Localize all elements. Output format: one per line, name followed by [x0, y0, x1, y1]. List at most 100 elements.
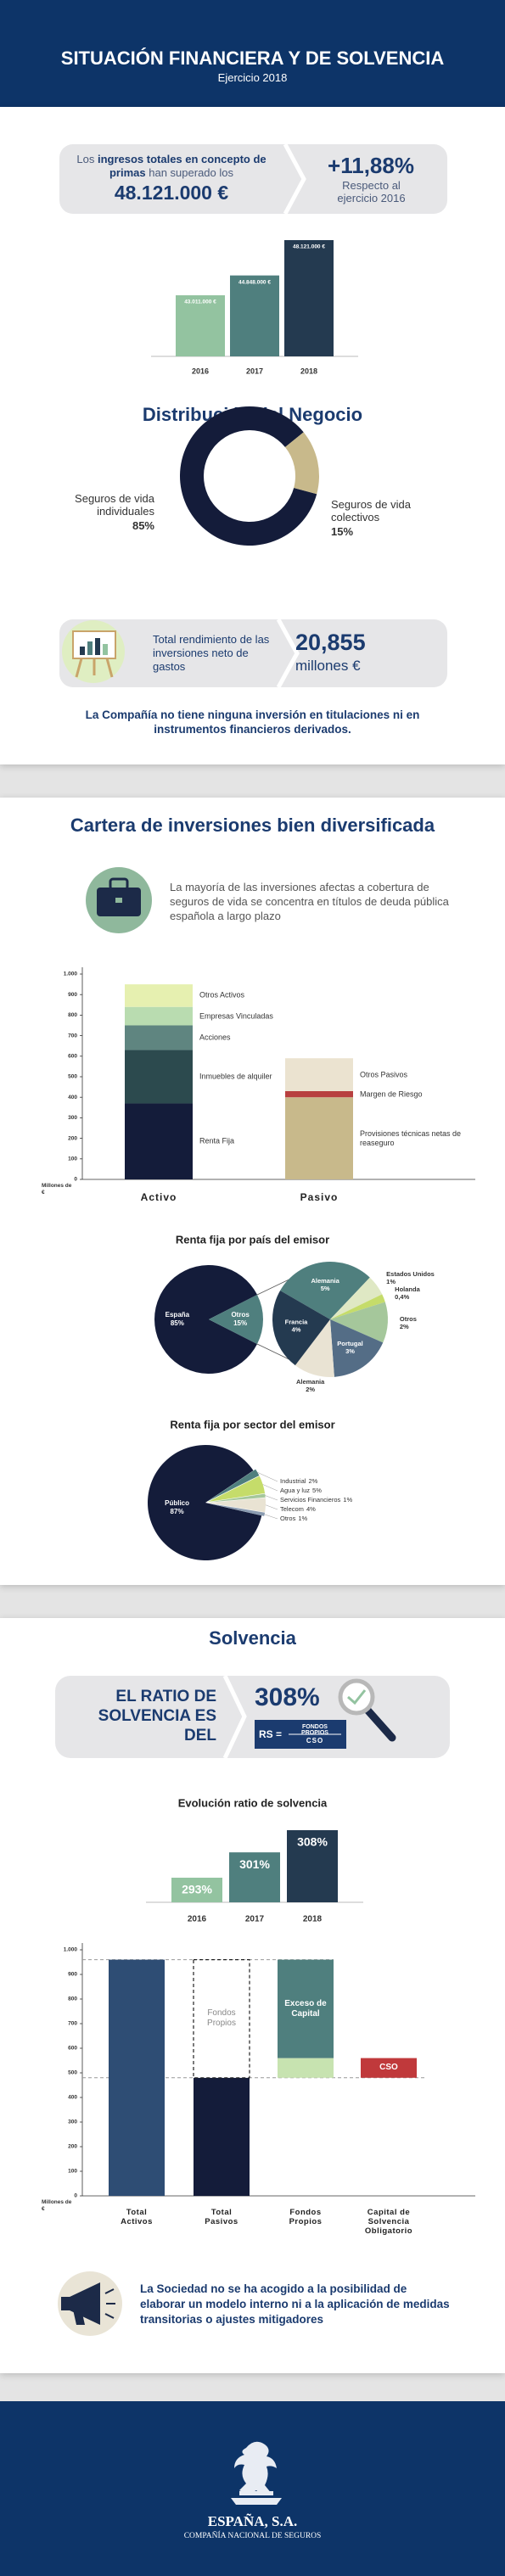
- bar-segment: [193, 1959, 250, 2079]
- leader-line: [265, 1495, 278, 1501]
- value-label: 48.121.000 €: [293, 244, 325, 250]
- section-text: La mayoría de las inversiones afectas a …: [170, 881, 449, 922]
- x-tick-label: Pasivo: [300, 1191, 339, 1203]
- segment-label: Empresas Vinculadas: [199, 1011, 273, 1021]
- pie-value-label: 87%: [171, 1508, 184, 1515]
- section-title: Solvencia: [209, 1627, 296, 1649]
- segment-label: Otros Activos: [199, 990, 245, 1000]
- y-tick-label: 800: [68, 1012, 77, 1018]
- pie-label: Servicios Financieros: [280, 1496, 341, 1504]
- y-tick-label: 200: [68, 1135, 77, 1141]
- note: La Compañía no tiene ninguna inversión e…: [85, 708, 420, 736]
- y-tick-label: 1.000: [64, 1947, 78, 1953]
- pie-value-label: 2%: [306, 1386, 315, 1393]
- pie-label: Seguros de vida colectivos: [331, 498, 411, 524]
- x-tick-label: Fondos Propios: [289, 2208, 323, 2226]
- section-title: Cartera de inversiones bien diversificad…: [70, 815, 435, 836]
- rendimiento-label: Total rendimiento de las inversiones net…: [153, 633, 270, 673]
- change-value: +11,88%: [328, 153, 414, 178]
- x-tick-label: 2016: [192, 367, 209, 375]
- x-tick-label: Total Pasivos: [205, 2208, 238, 2226]
- pie-value-label: 1%: [343, 1496, 352, 1504]
- pie-label: Holanda: [395, 1285, 420, 1293]
- megaphone-icon: [58, 2271, 122, 2336]
- chevron: [283, 143, 306, 216]
- chevron: [222, 1674, 247, 1760]
- value-label: 43.011.000 €: [184, 300, 216, 305]
- pie-value-label: 2%: [400, 1323, 409, 1330]
- bar-segment: [125, 1050, 193, 1104]
- x-tick-label: 2017: [245, 1915, 265, 1924]
- bar-segment: [125, 1025, 193, 1050]
- pie-slice: [280, 1262, 370, 1319]
- pie-slice: [148, 1445, 262, 1560]
- pie-slice: [207, 1503, 266, 1516]
- segment-label: Fondos Propios: [207, 2008, 236, 2029]
- briefcase-icon: [86, 867, 152, 933]
- y-tick-label: 300: [68, 1115, 77, 1121]
- pie-label: Otros: [280, 1515, 296, 1522]
- pie-label: Seguros de vida individuales: [75, 492, 154, 518]
- rendimiento-amount: 20,855: [295, 630, 366, 655]
- bar: [230, 275, 279, 356]
- bar-segment: [285, 1058, 353, 1091]
- y-axis-label: Millones de €: [42, 1183, 72, 1196]
- bar-segment: [285, 1097, 353, 1179]
- pie-slice: [180, 406, 317, 546]
- pie-value-label: 85%: [171, 1319, 184, 1327]
- bar-segment: [109, 1959, 165, 2196]
- change-note: Respecto al ejercicio 2016: [337, 179, 406, 204]
- value-label: 44.848.000 €: [238, 279, 271, 285]
- note: La Sociedad no se ha acogido a la posibi…: [140, 2282, 450, 2326]
- pie-value-label: 3%: [345, 1347, 355, 1355]
- pie-value-label: 4%: [292, 1326, 301, 1334]
- segment-label: Exceso de Capital: [284, 1998, 327, 2019]
- footer-company: ESPAÑA, S.A.: [207, 2513, 298, 2529]
- primas-amount: 48.121.000 €: [114, 182, 229, 204]
- x-tick-label: 2018: [300, 367, 317, 375]
- header-band: [0, 0, 505, 107]
- easel-icon: [62, 620, 125, 683]
- primas-text: Los ingresos totales en concepto de prim…: [70, 153, 273, 180]
- bar-segment: [278, 2058, 334, 2078]
- segment-label: Acciones: [199, 1033, 231, 1042]
- bar: [229, 1852, 280, 1902]
- y-tick-label: 900: [68, 992, 77, 998]
- y-tick-label: 500: [68, 1074, 77, 1080]
- y-tick-label: 200: [68, 2144, 77, 2150]
- card: [0, 798, 505, 1585]
- y-axis-label: Millones de €: [42, 2199, 72, 2212]
- pie-slice: [207, 1493, 266, 1503]
- text-highlight: ingresos totales en concepto de primas: [97, 153, 267, 179]
- pie-slice: [207, 1476, 266, 1503]
- pie-value-label: 5%: [321, 1285, 330, 1292]
- x-tick-label: Capital de Solvencia Obligatorio: [364, 2208, 413, 2236]
- pie-value-label: 15%: [233, 1319, 247, 1327]
- bar-segment: [278, 1959, 334, 2058]
- x-tick-label: Activo: [140, 1191, 177, 1203]
- y-tick-label: 0: [74, 2193, 77, 2199]
- bar-segment: [125, 1006, 193, 1026]
- y-tick-label: 800: [68, 1996, 77, 2002]
- pie-value-label: 15%: [331, 525, 354, 538]
- pie-label: Público: [165, 1499, 189, 1507]
- pie-value-label: 1%: [386, 1278, 396, 1285]
- ratio-label: EL RATIO DE SOLVENCIA ES DEL: [98, 1688, 216, 1744]
- pie-slice: [284, 432, 319, 495]
- bar-segment: [125, 984, 193, 1007]
- bar: [284, 240, 334, 356]
- text: Los: [76, 153, 95, 165]
- pie-label: Agua y luz: [280, 1487, 310, 1494]
- y-tick-label: 600: [68, 2046, 77, 2052]
- leader-line: [257, 1472, 278, 1482]
- pie-slice: [272, 1291, 330, 1366]
- pie-value-label: 5%: [312, 1487, 322, 1494]
- pie-slice: [330, 1294, 385, 1319]
- page-subtitle: Ejercicio 2018: [217, 71, 288, 84]
- pie-label: Otros: [231, 1311, 250, 1319]
- bar-segment: [285, 1090, 353, 1098]
- pie-label: Industrial: [280, 1477, 306, 1485]
- chart-title: Renta fija por país del emisor: [176, 1233, 329, 1246]
- chevron: [276, 618, 300, 689]
